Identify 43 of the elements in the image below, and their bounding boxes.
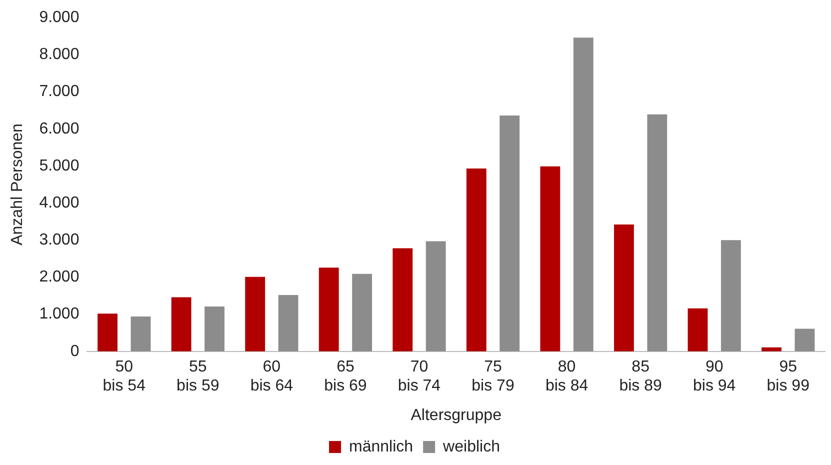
- bar: [352, 274, 372, 352]
- x-tick-label: 55 bis 59: [176, 358, 220, 395]
- y-tick-label: 3.000: [39, 232, 80, 249]
- y-tick-label: 1.000: [39, 306, 80, 323]
- x-tick-label: 65 bis 69: [324, 358, 367, 395]
- x-tick-label: 80 bis 84: [545, 358, 588, 395]
- x-tick-label: 50 bis 54: [102, 358, 146, 395]
- bar: [318, 268, 339, 352]
- bar: [647, 114, 668, 352]
- y-tick-label: 0: [70, 342, 80, 360]
- bar: [794, 328, 815, 352]
- x-tick-label: 95 bis 99: [766, 358, 810, 395]
- bar: [540, 166, 560, 352]
- bar: [688, 308, 708, 352]
- bar: [500, 116, 520, 352]
- y-tick-label: 7.000: [39, 83, 80, 100]
- bar: [245, 276, 266, 352]
- y-tick-label: 8.000: [39, 46, 80, 64]
- bar: [204, 306, 224, 352]
- y-tick-label: 9.000: [39, 9, 80, 26]
- bar: [466, 168, 486, 352]
- x-tick-label: 75 bis 79: [472, 358, 514, 395]
- y-tick-label: 2.000: [39, 268, 80, 286]
- y-tick-label: 4.000: [39, 194, 80, 212]
- bar: [392, 248, 413, 352]
- x-tick-label: 60 bis 64: [250, 358, 294, 395]
- bar: [130, 316, 151, 352]
- legend-label: männlich: [349, 438, 414, 456]
- bar: [98, 314, 118, 352]
- y-tick-label: 5.000: [39, 157, 80, 174]
- x-axis-title: Altersgruppe: [410, 406, 502, 424]
- bar: [426, 241, 446, 352]
- y-axis-title: Anzahl Personen: [9, 124, 26, 246]
- bar: [614, 224, 634, 352]
- bar: [720, 240, 741, 352]
- bar: [278, 295, 298, 352]
- x-tick-label: 85 bis 89: [619, 358, 662, 395]
- x-tick-label: 70 bis 74: [398, 358, 441, 395]
- bar: [171, 297, 192, 352]
- x-tick-label: 90 bis 94: [692, 358, 736, 395]
- y-tick-label: 6.000: [39, 120, 80, 138]
- bar: [573, 38, 594, 352]
- legend-label: weiblich: [442, 438, 500, 456]
